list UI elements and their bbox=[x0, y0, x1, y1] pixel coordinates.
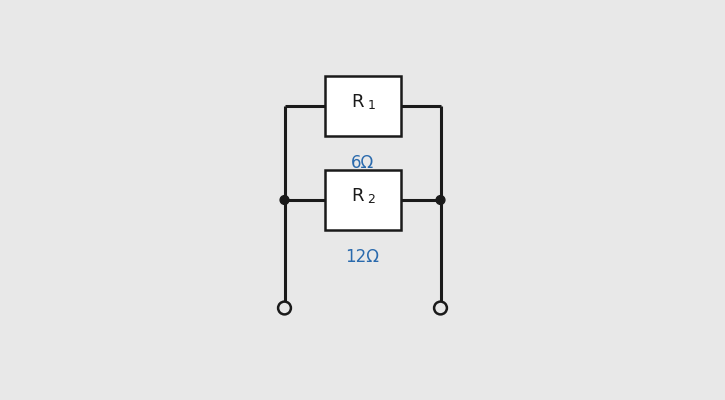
Circle shape bbox=[280, 196, 289, 204]
FancyBboxPatch shape bbox=[326, 171, 402, 231]
Circle shape bbox=[278, 302, 291, 314]
Text: R: R bbox=[352, 187, 364, 205]
Text: 6Ω: 6Ω bbox=[351, 154, 374, 172]
Text: R: R bbox=[352, 93, 364, 111]
Circle shape bbox=[436, 196, 445, 204]
Text: 12Ω: 12Ω bbox=[346, 248, 379, 266]
FancyBboxPatch shape bbox=[325, 170, 400, 230]
FancyBboxPatch shape bbox=[326, 77, 402, 137]
Circle shape bbox=[434, 302, 447, 314]
Text: 1: 1 bbox=[368, 99, 376, 112]
Text: 2: 2 bbox=[368, 193, 376, 206]
FancyBboxPatch shape bbox=[325, 76, 400, 136]
